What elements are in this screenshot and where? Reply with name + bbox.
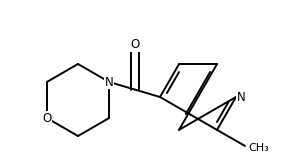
Text: N: N <box>236 90 245 103</box>
Text: N: N <box>105 76 114 88</box>
Text: O: O <box>130 38 139 51</box>
Text: O: O <box>42 112 51 124</box>
Text: CH₃: CH₃ <box>249 143 269 153</box>
